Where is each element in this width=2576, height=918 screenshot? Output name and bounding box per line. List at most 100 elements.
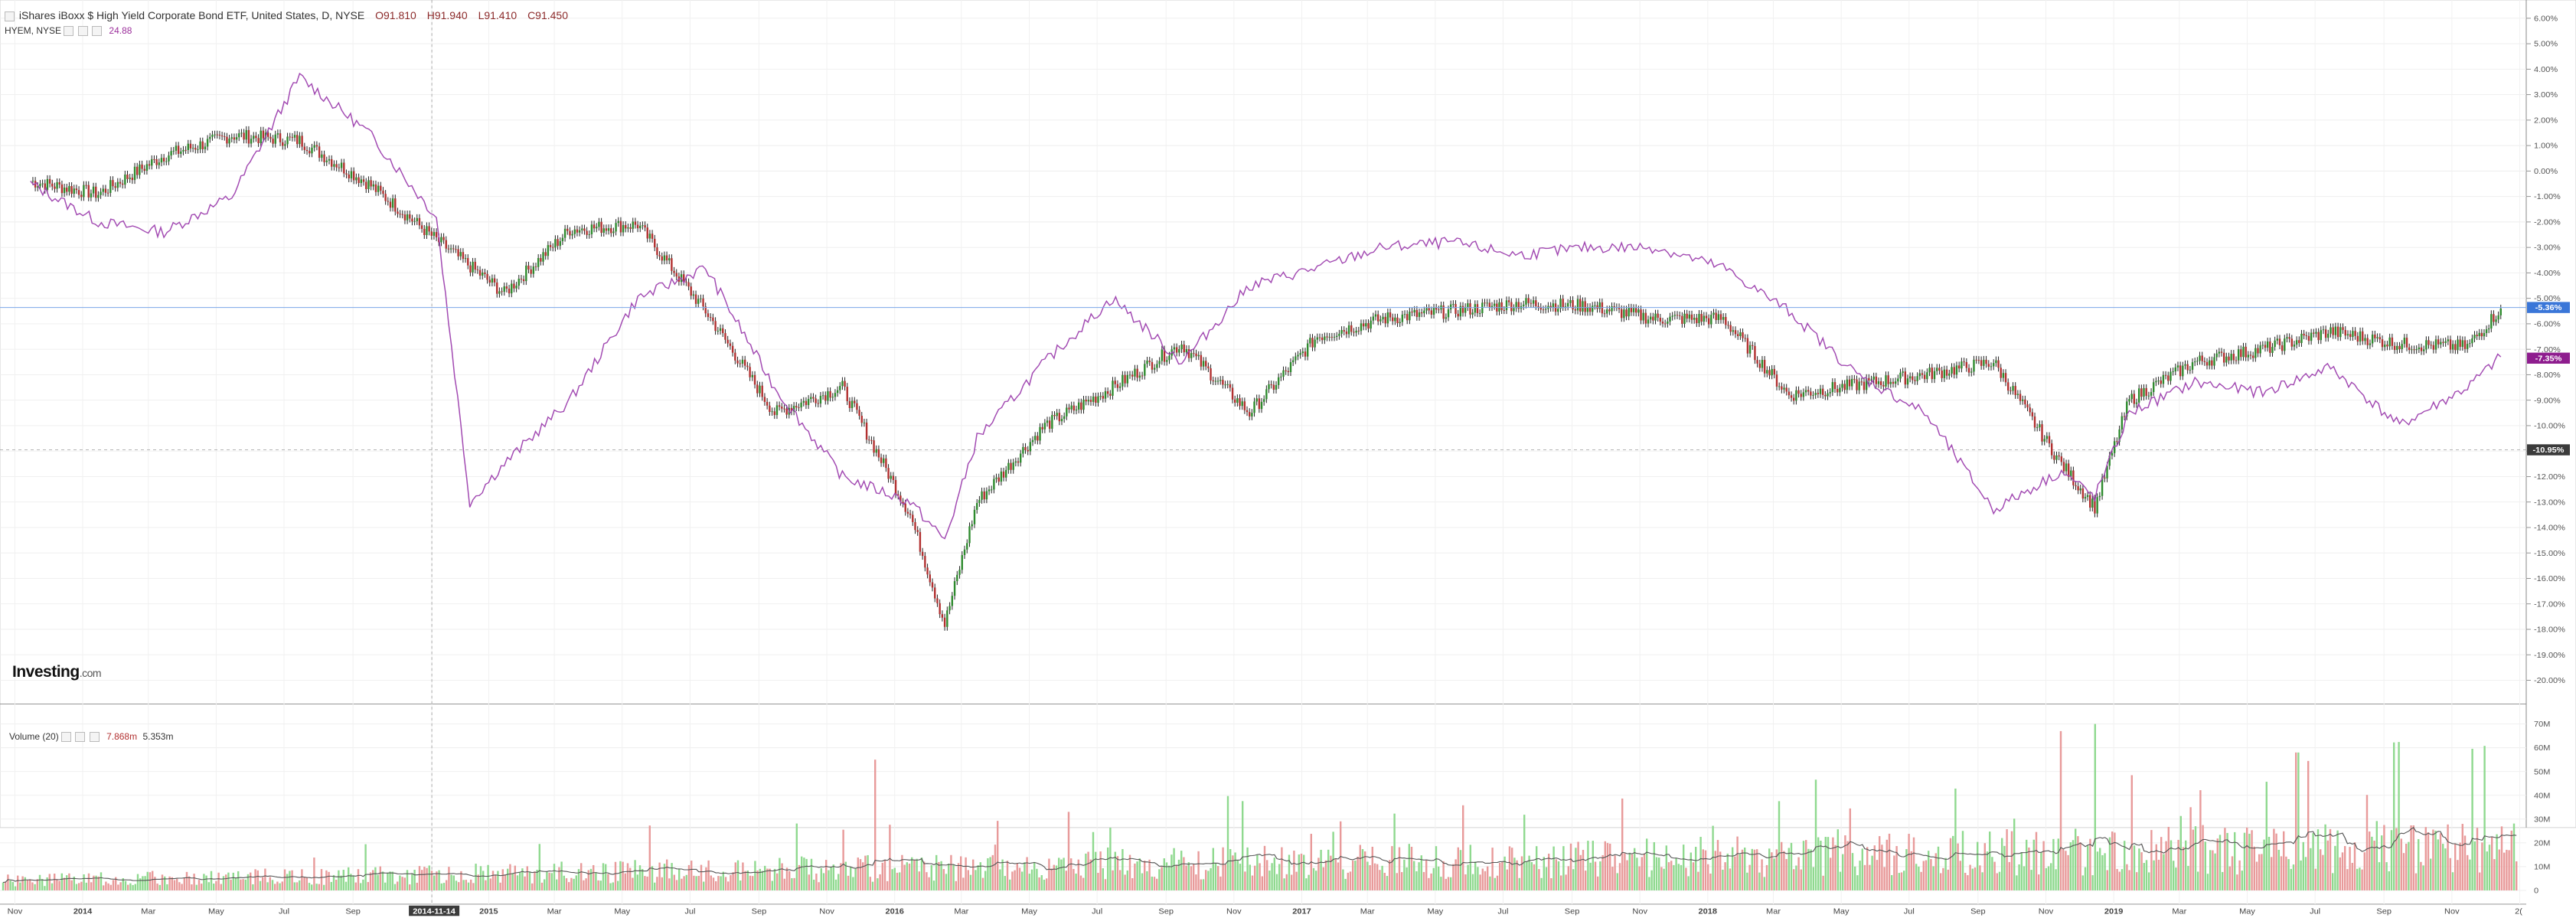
volume-bar [1161, 867, 1163, 890]
close-icon[interactable] [89, 732, 100, 743]
candle-body [719, 328, 722, 332]
volume-bar [981, 877, 984, 890]
volume-bar [1474, 861, 1477, 890]
candle-body [350, 171, 353, 178]
candle-body [1216, 381, 1219, 382]
candle-body [1126, 374, 1128, 384]
volume-bar [1601, 854, 1604, 890]
volume-bar [683, 876, 685, 890]
candle-body [1372, 316, 1375, 321]
candle-body [2476, 335, 2478, 337]
candle-body [956, 574, 958, 582]
close-icon[interactable] [92, 26, 103, 37]
price-tick-label: -20.00% [2534, 678, 2565, 685]
volume-bar [95, 875, 97, 890]
candle-body [530, 269, 532, 274]
candle-body [904, 503, 906, 512]
volume-bar [100, 872, 103, 890]
volume-bar [1141, 873, 1144, 890]
candle-body [554, 239, 557, 248]
candle-body [2307, 335, 2310, 341]
candle-body [2254, 348, 2257, 358]
candle-body [1430, 310, 1433, 315]
volume-bar [1312, 867, 1315, 890]
volume-bar [1974, 867, 1977, 890]
candle-body [1498, 302, 1500, 312]
candle-body [2029, 407, 2031, 413]
candle-body [1089, 400, 1092, 402]
candle-body [2019, 394, 2022, 401]
volume-bar [2496, 834, 2498, 890]
volume-bar [1934, 853, 1937, 890]
candle-body [1343, 330, 1345, 332]
volume-bar [372, 870, 374, 890]
volume-bar [1219, 876, 1222, 890]
volume-bar [832, 864, 834, 890]
candle-body [812, 397, 815, 399]
volume-bar [967, 870, 969, 890]
collapse-icon[interactable] [5, 11, 15, 21]
volume-bar [2410, 825, 2412, 890]
volume-bar [1048, 858, 1050, 890]
volume-bar [2030, 870, 2032, 890]
volume-bar [2170, 840, 2173, 890]
settings-icon[interactable] [77, 26, 88, 37]
time-tick-label: Mar [1766, 908, 1781, 916]
volume-bar [315, 884, 318, 890]
price-tick-label: -19.00% [2534, 652, 2565, 659]
volume-bar [1401, 872, 1403, 890]
candle-body [464, 258, 467, 260]
candle-body [2101, 477, 2104, 496]
candle-body [394, 198, 397, 212]
volume-bar [589, 868, 593, 890]
candle-body [1210, 368, 1212, 381]
candle-body [1153, 368, 1156, 370]
volume-bar [783, 878, 785, 890]
volume-bar [1523, 815, 1526, 890]
candle-body [1428, 308, 1430, 311]
volume-bar [70, 880, 73, 890]
volume-bar [2177, 839, 2179, 890]
candle-body [1652, 316, 1654, 321]
volume-bar [1308, 874, 1310, 890]
volume-bar [1758, 872, 1761, 890]
candle-body [90, 193, 93, 198]
candle-body [766, 401, 769, 406]
candle-body [844, 381, 846, 387]
candle-body [1819, 388, 1822, 394]
eye-icon[interactable] [61, 732, 72, 743]
volume-bar [1756, 849, 1758, 890]
time-tick-label: Nov [2444, 908, 2460, 916]
candle-body [1766, 370, 1768, 374]
volume-pane[interactable] [2, 724, 2518, 890]
candle-body [2257, 348, 2259, 354]
volume-bar [1611, 867, 1614, 890]
candle-body [1287, 371, 1290, 373]
hyem-line[interactable] [30, 72, 2502, 540]
candle-body [1990, 366, 1993, 368]
volume-bar [472, 883, 475, 890]
volume-bar [565, 878, 568, 890]
candle-body [2135, 402, 2138, 404]
volume-bar [1983, 843, 1986, 890]
settings-icon[interactable] [75, 732, 86, 743]
candle-body [2026, 404, 2029, 408]
candle-body [1918, 373, 1921, 377]
candle-body [515, 286, 517, 289]
volume-bar [1863, 864, 1866, 890]
candle-body [619, 221, 622, 233]
candle-body [1931, 368, 1933, 380]
candle-body [370, 180, 372, 187]
volume-bar [2341, 852, 2344, 890]
candle-body [2111, 452, 2114, 456]
candle-body [97, 194, 100, 198]
volume-bar [31, 882, 34, 890]
eye-icon[interactable] [64, 26, 74, 37]
volume-bar [1281, 847, 1283, 890]
price-pane[interactable] [0, 72, 2526, 631]
candle-body [508, 289, 511, 294]
volume-bar [1851, 853, 1854, 890]
volume-bar [1518, 877, 1520, 890]
volume-bar [198, 880, 201, 890]
